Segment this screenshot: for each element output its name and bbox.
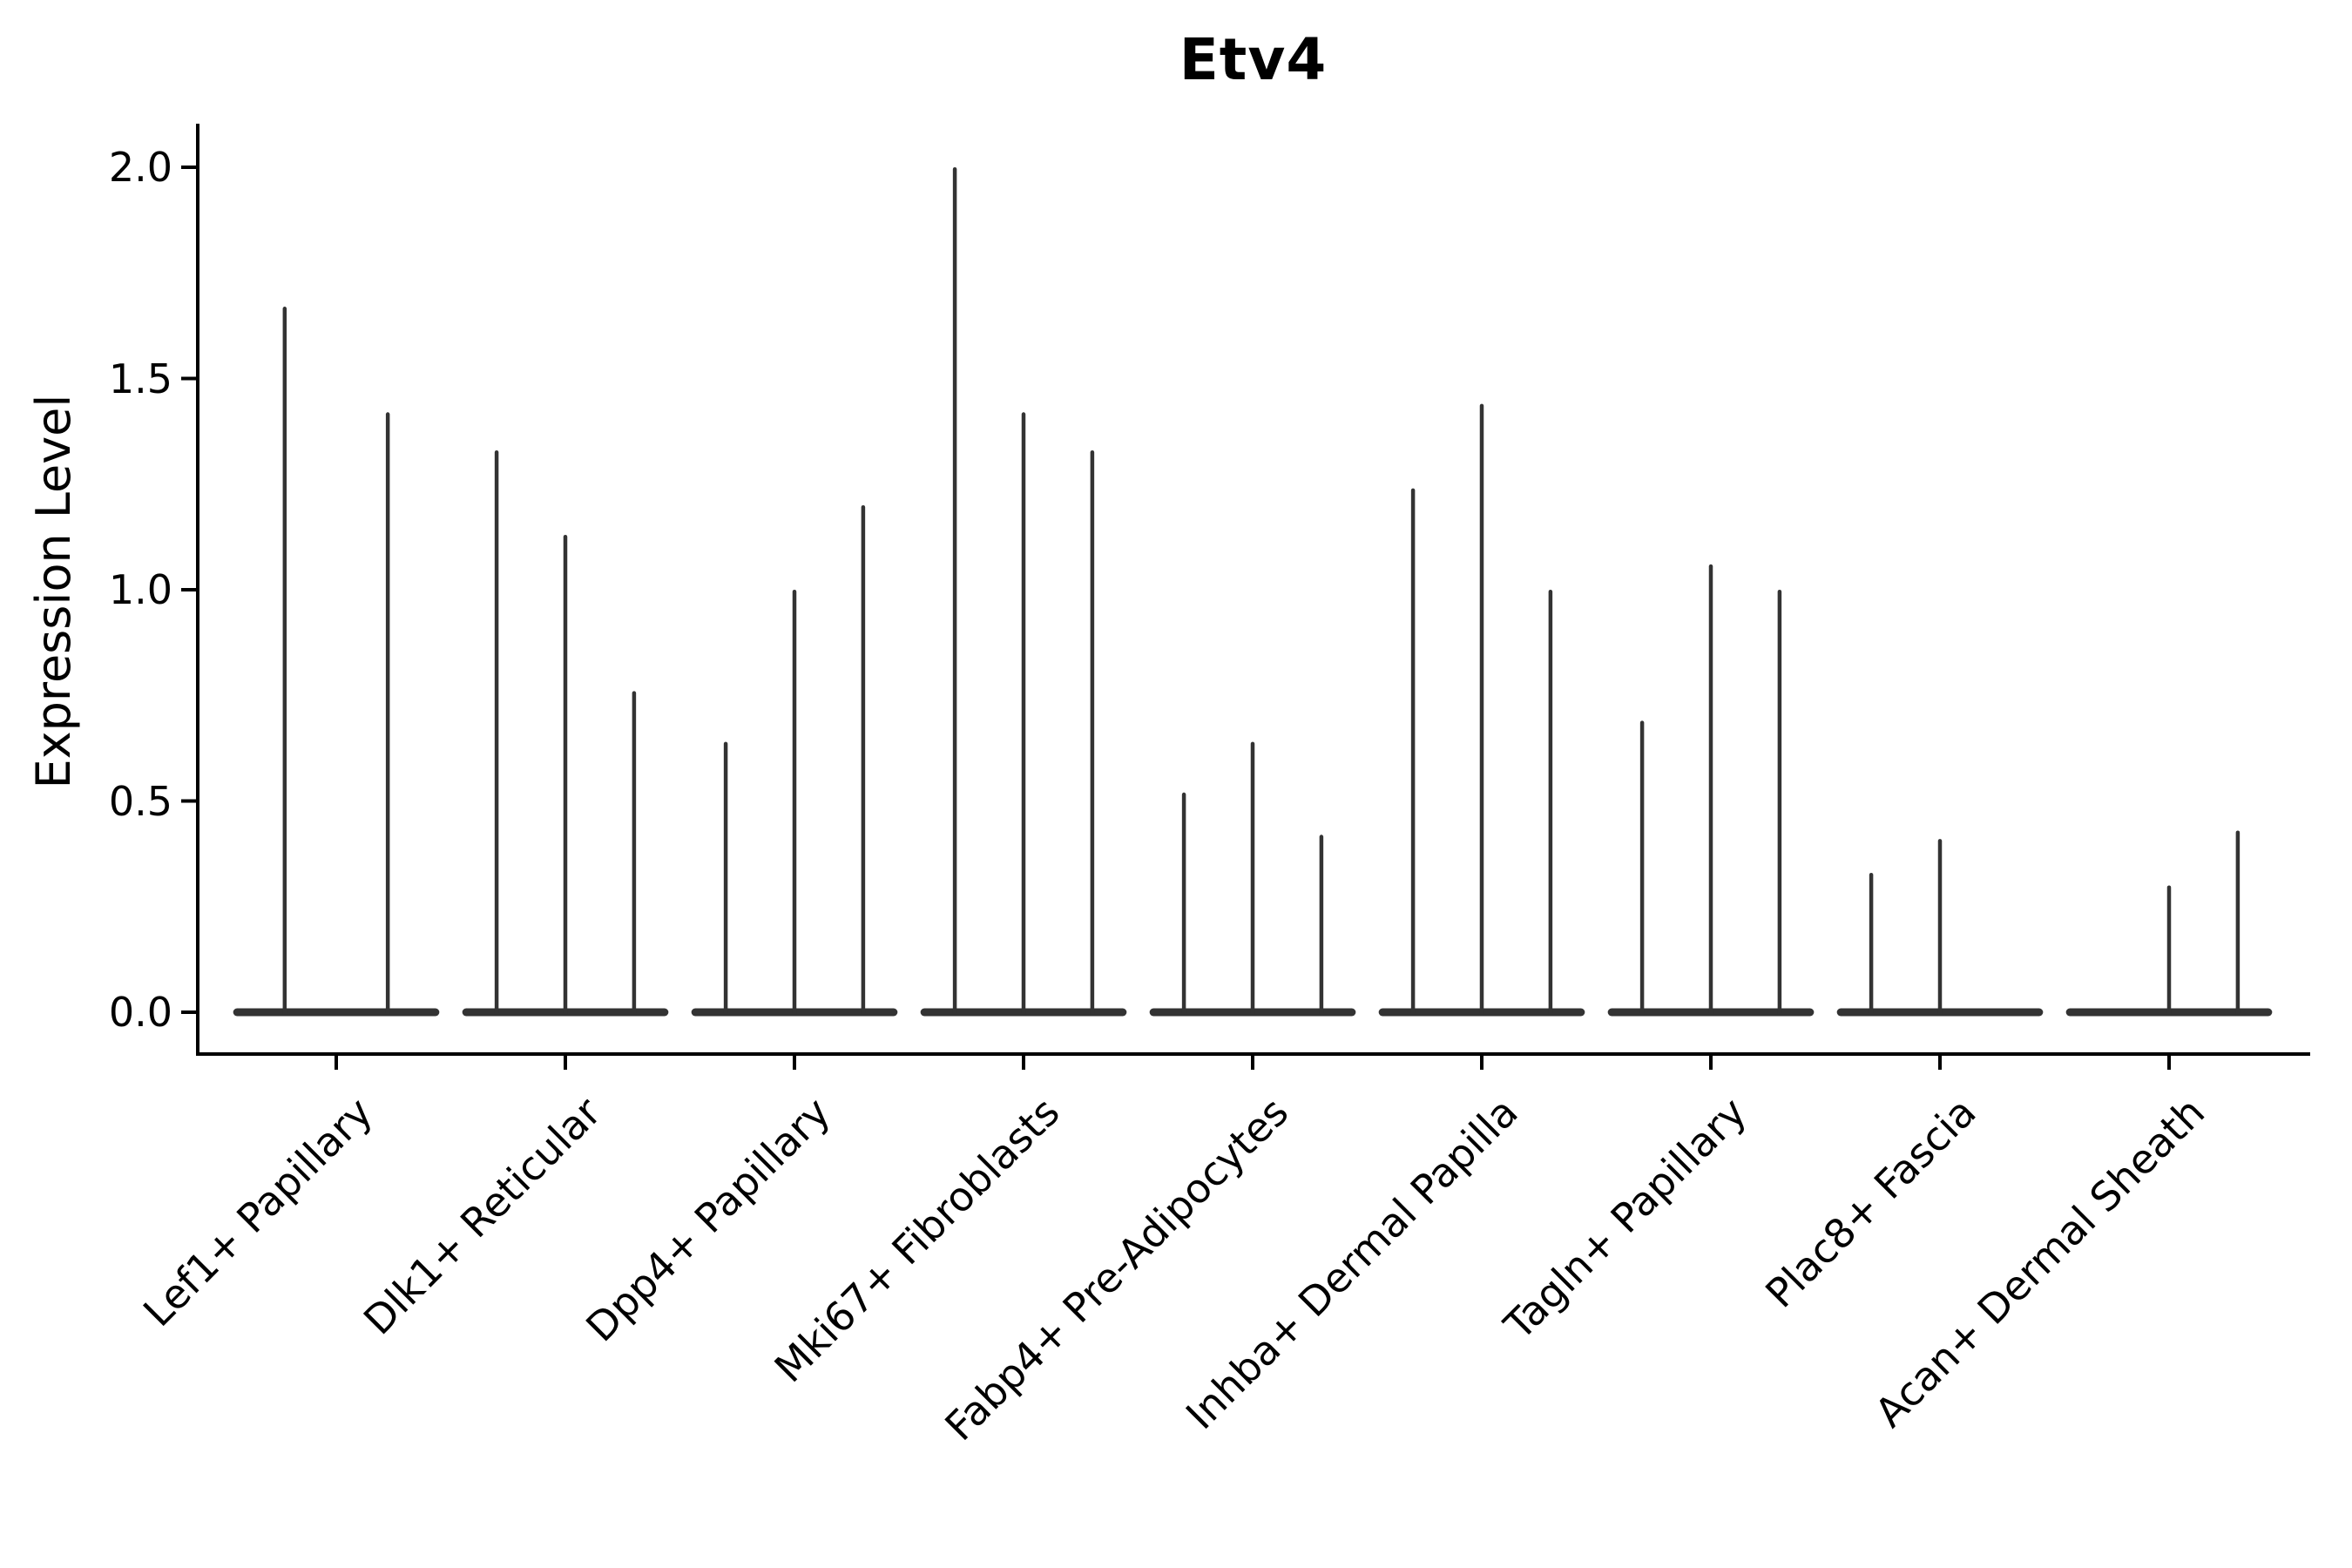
y-tick-label: 0.0 xyxy=(108,989,172,1036)
y-tick xyxy=(181,799,196,803)
violin-spike xyxy=(1639,720,1645,1015)
y-axis-spine xyxy=(196,124,199,1056)
x-tick xyxy=(1251,1056,1254,1070)
violin-spike xyxy=(1410,488,1416,1015)
violin-spike xyxy=(563,534,568,1015)
violin-spike xyxy=(952,167,957,1015)
violin-spike xyxy=(792,590,797,1015)
violin-group xyxy=(2065,830,2273,1017)
violin-group xyxy=(1607,564,1815,1017)
violin-spike xyxy=(1479,403,1484,1016)
x-tick xyxy=(793,1056,796,1070)
violin-spike xyxy=(1869,872,1874,1015)
violin-spike xyxy=(632,691,637,1015)
violin-baseline xyxy=(233,1008,440,1017)
x-tick xyxy=(1480,1056,1484,1070)
violin-spike xyxy=(2166,885,2172,1015)
violin-group xyxy=(920,167,1127,1017)
violin-spike xyxy=(2235,830,2240,1015)
violin-spike xyxy=(1708,564,1713,1015)
violin-spike xyxy=(1548,590,1553,1015)
y-tick xyxy=(181,376,196,381)
x-tick xyxy=(1938,1056,1942,1070)
violin-spike xyxy=(282,307,287,1015)
violin-spike xyxy=(385,412,390,1015)
violin-group xyxy=(462,449,669,1017)
violin-spike xyxy=(1250,741,1255,1015)
x-tick xyxy=(1022,1056,1025,1070)
y-tick xyxy=(181,1010,196,1014)
violin-spike xyxy=(494,449,499,1015)
y-tick-label: 2.0 xyxy=(108,144,172,191)
violin-group xyxy=(233,307,440,1017)
violin-spike xyxy=(1181,792,1186,1015)
x-tick xyxy=(2167,1056,2171,1070)
violin-spike xyxy=(723,741,728,1015)
y-tick-label: 1.5 xyxy=(108,355,172,402)
y-tick-label: 1.0 xyxy=(108,566,172,613)
x-axis-spine xyxy=(196,1052,2310,1056)
y-tick xyxy=(181,588,196,591)
violin-spike xyxy=(1937,839,1943,1015)
violin-spike xyxy=(1021,412,1026,1015)
violin-group xyxy=(1149,741,1356,1017)
violin-spike xyxy=(1777,590,1782,1015)
violin-group xyxy=(691,505,898,1017)
violin-group xyxy=(1836,839,2044,1017)
violin-spike xyxy=(1090,449,1095,1015)
plot-title: Etv4 xyxy=(1179,26,1328,93)
x-tick xyxy=(335,1056,338,1070)
y-tick xyxy=(181,166,196,169)
violin-spike xyxy=(1319,835,1324,1015)
violin-group xyxy=(1378,403,1585,1017)
x-tick xyxy=(564,1056,567,1070)
x-tick xyxy=(1709,1056,1713,1070)
y-tick-label: 0.5 xyxy=(108,777,172,825)
violin-spike xyxy=(861,505,866,1015)
